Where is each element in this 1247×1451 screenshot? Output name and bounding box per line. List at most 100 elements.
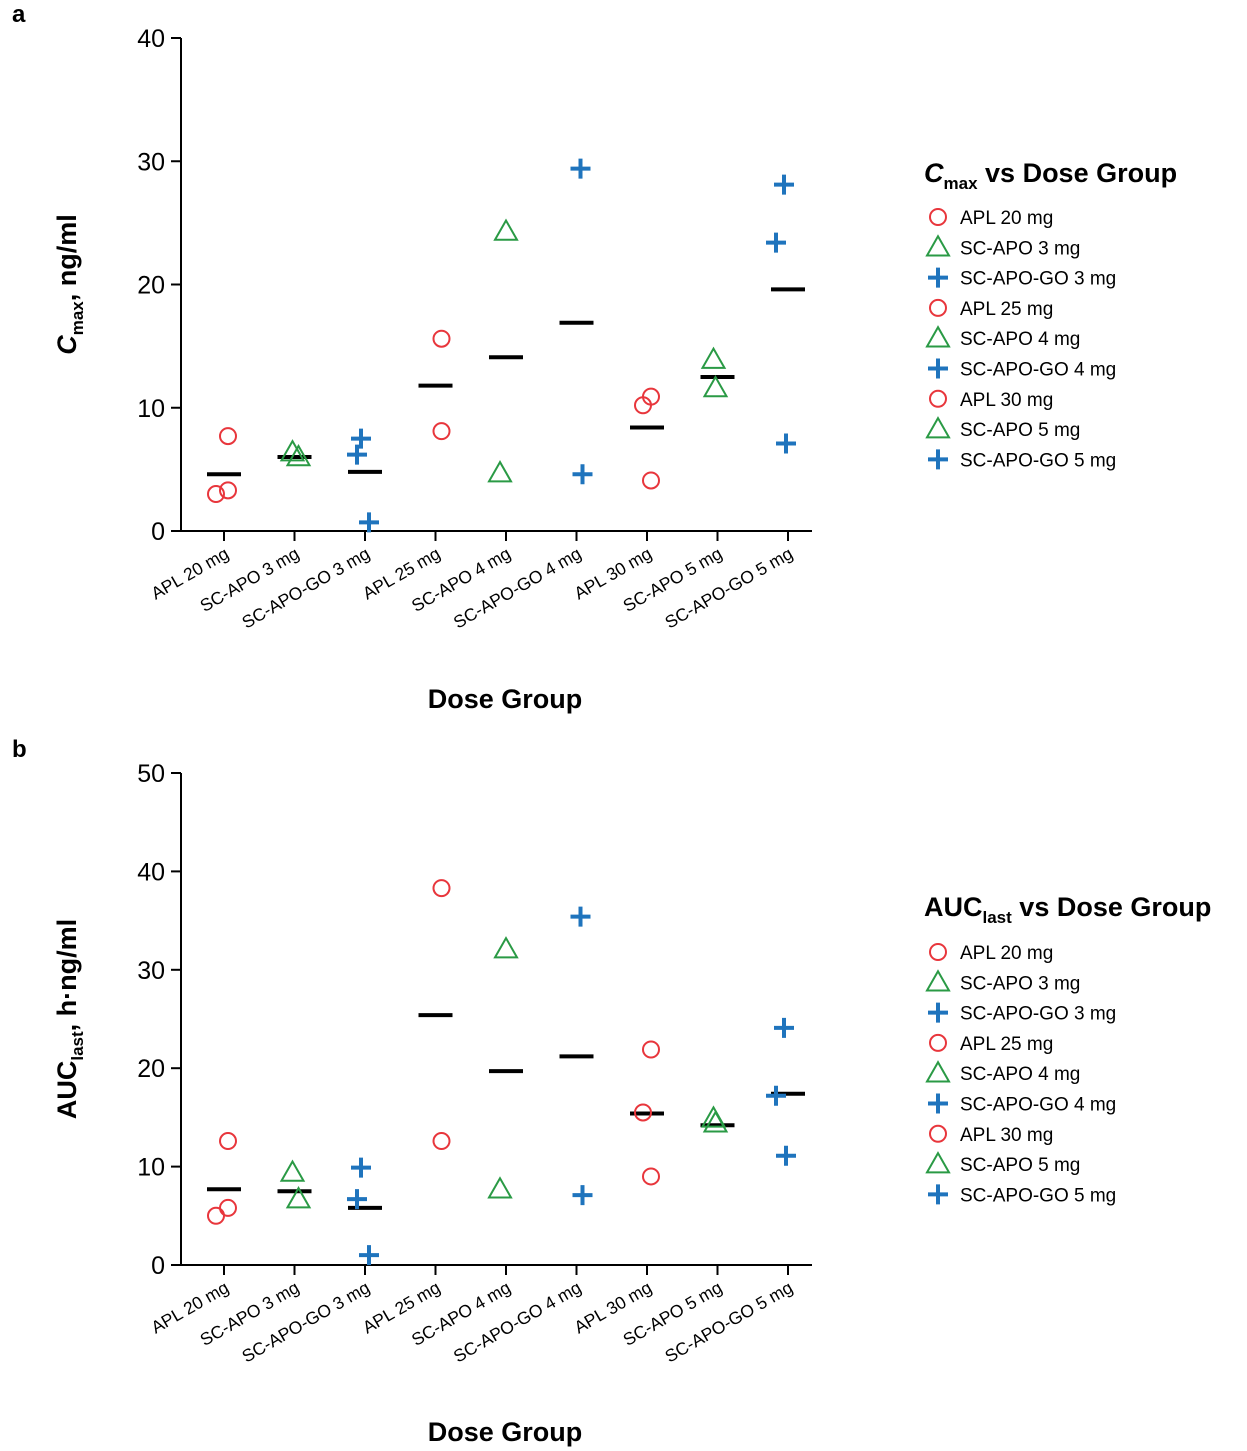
series-sc-apo-go-3-mg xyxy=(347,1157,382,1266)
x-tick-label: SC-APO-GO 3 mg xyxy=(238,1277,373,1366)
series-sc-apo-go-4-mg xyxy=(559,906,594,1206)
legend-title-rest: vs Dose Group xyxy=(978,158,1178,188)
legend-label: SC-APO-GO 3 mg xyxy=(960,269,1116,290)
panel-letter: a xyxy=(12,1,26,28)
legend-marker xyxy=(929,1033,947,1052)
y-tick-label: 10 xyxy=(137,1154,165,1182)
legend-item: APL 25 mg xyxy=(929,1033,1053,1055)
data-point xyxy=(207,485,225,504)
y-axis-label-main: AUC xyxy=(52,1061,82,1120)
legend-item: APL 20 mg xyxy=(929,208,1053,229)
legend-marker xyxy=(925,1060,951,1083)
legend-label: APL 20 mg xyxy=(960,208,1053,229)
legend-marker xyxy=(929,208,947,226)
x-tick-label: SC-APO-GO 3 mg xyxy=(238,543,373,632)
data-point xyxy=(642,387,660,406)
legend-marker xyxy=(925,416,951,439)
legend-marker xyxy=(925,234,951,257)
data-point xyxy=(572,1185,593,1206)
legend-title-rest: vs Dose Group xyxy=(1012,892,1212,922)
panel-letter: b xyxy=(12,736,27,763)
data-point xyxy=(570,158,591,179)
series-apl-20-mg xyxy=(207,427,241,504)
legend-marker xyxy=(928,267,948,288)
legend-marker xyxy=(928,1184,948,1205)
data-point xyxy=(487,1176,513,1199)
legend-label: SC-APO 3 mg xyxy=(960,973,1080,994)
legend-label: APL 20 mg xyxy=(960,943,1053,964)
data-point xyxy=(776,1145,796,1166)
legend-title: Cmax vs Dose Group xyxy=(924,158,1177,193)
legend-label: APL 25 mg xyxy=(960,299,1053,320)
legend-label: SC-APO-GO 3 mg xyxy=(960,1004,1116,1025)
x-tick-label: SC-APO-GO 5 mg xyxy=(661,1277,796,1366)
legend-label: SC-APO 5 mg xyxy=(960,1155,1080,1176)
y-tick-label: 30 xyxy=(137,957,165,985)
data-point xyxy=(774,174,794,195)
legend-item: SC-APO-GO 5 mg xyxy=(928,1184,1116,1206)
y-axis-label-sub: max xyxy=(68,301,87,336)
series-apl-25-mg xyxy=(418,329,453,441)
legend-label: APL 30 mg xyxy=(960,390,1053,411)
series-sc-apo-go-5-mg xyxy=(766,1017,805,1166)
data-point xyxy=(351,428,371,449)
series-apl-30-mg xyxy=(630,1040,664,1186)
legend-item: SC-APO 4 mg xyxy=(925,1060,1080,1085)
data-point xyxy=(572,464,593,485)
legend-title-main: AUC xyxy=(924,892,983,922)
chart-panel-a: a 0 10 20 30 40 APL 20 mg SC-APO 3 mg SC-APO-GO … xyxy=(12,1,1177,714)
legend-marker xyxy=(928,358,948,379)
legend-item: SC-APO 3 mg xyxy=(925,969,1080,994)
legend: AUClast vs Dose Group APL 20 mg SC-APO 3 m… xyxy=(924,892,1211,1206)
data-point xyxy=(219,1132,237,1151)
data-point xyxy=(432,422,451,441)
data-point xyxy=(766,232,786,253)
series-sc-apo-go-3-mg xyxy=(347,428,382,533)
legend-label: SC-APO-GO 5 mg xyxy=(960,1185,1116,1206)
legend-label: APL 30 mg xyxy=(960,1125,1053,1146)
legend-item: APL 30 mg xyxy=(929,389,1053,411)
data-point xyxy=(570,906,591,927)
data-point xyxy=(351,1157,371,1178)
data-point xyxy=(702,375,729,398)
legend-item: APL 25 mg xyxy=(929,298,1053,320)
legend-marker xyxy=(925,969,951,992)
legend-title: AUClast vs Dose Group xyxy=(924,892,1211,927)
legend-item: SC-APO-GO 3 mg xyxy=(928,267,1116,290)
data-point xyxy=(219,1198,237,1217)
legend-item: SC-APO 3 mg xyxy=(925,234,1080,259)
series-apl-30-mg xyxy=(630,387,664,490)
legend-label: SC-APO 4 mg xyxy=(960,1064,1080,1085)
legend: Cmax vs Dose Group APL 20 mg SC-APO 3 mg SC… xyxy=(924,158,1177,471)
y-axis-label-sub: last xyxy=(68,1031,87,1061)
y-axis-label-unit: , ng/ml xyxy=(52,214,82,301)
legend-item: SC-APO-GO 5 mg xyxy=(928,449,1116,471)
data-point xyxy=(776,433,796,454)
series-sc-apo-5-mg xyxy=(700,1105,735,1133)
data-point xyxy=(642,1040,660,1059)
data-point xyxy=(702,1110,729,1133)
x-tick-label: SC-APO-GO 4 mg xyxy=(450,1277,585,1366)
data-point xyxy=(642,471,660,490)
y-tick-label: 0 xyxy=(151,518,165,546)
data-point xyxy=(359,512,379,533)
legend-marker xyxy=(928,1093,948,1114)
legend-item: SC-APO-GO 4 mg xyxy=(928,1093,1116,1116)
legend-label: SC-APO 5 mg xyxy=(960,420,1080,441)
series-apl-20-mg xyxy=(207,1132,241,1225)
series-apl-25-mg xyxy=(418,879,453,1151)
data-point xyxy=(642,1167,660,1186)
legend-label: SC-APO 3 mg xyxy=(960,238,1080,259)
legend-marker xyxy=(928,1002,948,1023)
series-sc-apo-3-mg xyxy=(277,439,312,467)
legend-marker xyxy=(929,298,947,317)
data-point xyxy=(766,1085,786,1106)
y-axis-label: AUClast, h·ng/ml xyxy=(52,919,87,1119)
x-tick-label: SC-APO-GO 4 mg xyxy=(450,543,585,632)
data-point xyxy=(634,1103,652,1122)
series-sc-apo-go-5-mg xyxy=(766,174,805,454)
legend-item: APL 30 mg xyxy=(929,1124,1053,1146)
legend-item: APL 20 mg xyxy=(929,943,1053,964)
legend-marker xyxy=(928,449,948,470)
data-point xyxy=(285,1186,312,1209)
